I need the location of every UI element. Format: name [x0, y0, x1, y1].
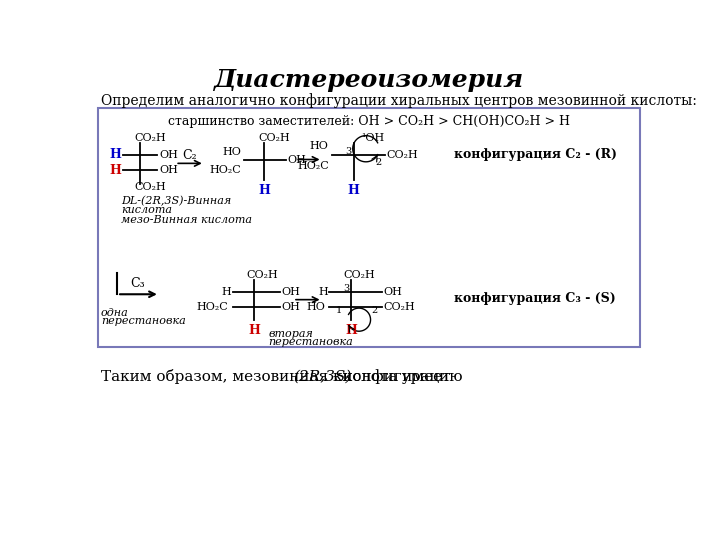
Text: CO₂H: CO₂H [134, 182, 166, 192]
Text: Определим аналогично конфигурации хиральных центров мезовинной кислоты:: Определим аналогично конфигурации хираль… [101, 93, 697, 107]
Text: мезо-Винная кислота: мезо-Винная кислота [121, 215, 252, 225]
Text: HO₂C: HO₂C [210, 165, 241, 176]
Text: H: H [110, 164, 122, 177]
Text: OH: OH [282, 287, 300, 297]
Text: 1: 1 [336, 306, 342, 315]
Text: 3: 3 [343, 285, 350, 293]
Text: OH: OH [287, 154, 307, 165]
Text: HO₂C: HO₂C [297, 161, 329, 171]
Text: DL-(2R,3S)-Винная: DL-(2R,3S)-Винная [121, 196, 231, 206]
Text: 2: 2 [372, 306, 377, 315]
Text: старшинство заместителей: OH > CO₂H > CH(OH)CO₂H > H: старшинство заместителей: OH > CO₂H > CH… [168, 114, 570, 127]
Text: конфигурация C₂ - (R): конфигурация C₂ - (R) [454, 148, 617, 161]
Text: Диастереоизомерия: Диастереоизомерия [214, 68, 524, 92]
Text: HO: HO [222, 147, 241, 157]
Text: перестановка: перестановка [101, 316, 186, 326]
Text: CO₂H: CO₂H [134, 133, 166, 143]
Text: OH: OH [159, 150, 178, 160]
Text: H: H [248, 323, 260, 336]
FancyBboxPatch shape [98, 108, 640, 347]
Text: кислота: кислота [121, 205, 172, 214]
Text: H: H [348, 184, 359, 197]
Text: перестановка: перестановка [269, 337, 353, 347]
Text: (2R,3S): (2R,3S) [293, 370, 351, 383]
Text: CO₂H: CO₂H [384, 302, 415, 312]
Text: OH: OH [159, 165, 178, 176]
Text: OH: OH [282, 302, 300, 312]
Text: CO₂H: CO₂H [343, 270, 375, 280]
Text: вторая: вторая [269, 328, 313, 339]
Text: H: H [110, 148, 122, 161]
Text: HO: HO [306, 302, 325, 312]
Text: 3: 3 [346, 147, 352, 156]
Text: 2: 2 [375, 158, 382, 167]
Text: CO₂H: CO₂H [246, 270, 279, 280]
Text: H: H [221, 287, 231, 297]
Text: одна: одна [101, 308, 129, 318]
Text: C₂: C₂ [182, 149, 197, 162]
Text: - конфигурацию: - конфигурацию [328, 369, 463, 384]
Text: HO₂C: HO₂C [196, 302, 228, 312]
Text: CO₂H: CO₂H [386, 150, 418, 160]
Text: конфигурация C₃ - (S): конфигурация C₃ - (S) [454, 292, 616, 305]
Text: H: H [258, 184, 270, 197]
Text: Таким образом, мезовинная кислота имеет: Таким образом, мезовинная кислота имеет [101, 369, 455, 384]
Text: C₃: C₃ [130, 277, 145, 290]
Text: CO₂H: CO₂H [258, 133, 290, 143]
Text: ¹OH: ¹OH [361, 133, 384, 143]
Text: H: H [345, 323, 357, 336]
Text: H: H [318, 287, 328, 297]
Text: HO: HO [310, 140, 329, 151]
Text: OH: OH [384, 287, 402, 297]
